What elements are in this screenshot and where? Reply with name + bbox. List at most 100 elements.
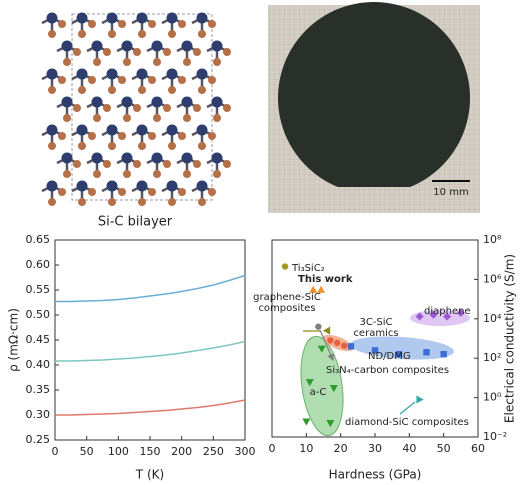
si-atom [136, 180, 148, 192]
y-tick-label: 10⁴ [483, 312, 502, 325]
c-atom [198, 86, 206, 94]
series-label: This work [298, 274, 353, 285]
c-atom [93, 170, 101, 178]
c-atom [118, 188, 126, 196]
c-atom [198, 198, 206, 206]
c-atom [138, 142, 146, 150]
c-atom [123, 114, 131, 122]
si-atom [136, 12, 148, 24]
c-atom [48, 142, 56, 150]
y-tick-label: 0.60 [26, 258, 51, 271]
x-axis-title: T (K) [135, 468, 164, 482]
scale-bar-label: 10 mm [433, 187, 468, 198]
c-atom [193, 160, 201, 168]
si-atom [181, 96, 193, 108]
c-atom [193, 104, 201, 112]
c-atom [108, 142, 116, 150]
si-atom [91, 40, 103, 52]
point [371, 347, 379, 354]
c-atom [123, 170, 131, 178]
series-label: diamond-SiC composites [345, 417, 469, 428]
si-atom [106, 68, 118, 80]
si-atom [151, 152, 163, 164]
point [443, 312, 452, 321]
c-atom [153, 58, 161, 66]
c-atom [213, 114, 221, 122]
c-atom [108, 30, 116, 38]
c-atom [178, 20, 186, 28]
si-atom [136, 68, 148, 80]
si-atom [106, 124, 118, 136]
series-label-text: 3C-SiC ceramics [353, 317, 399, 339]
line [55, 274, 246, 303]
point [329, 385, 338, 393]
x-tick-label: 200 [171, 445, 192, 458]
point [429, 310, 438, 319]
si-atom [181, 40, 193, 52]
c-atom [133, 48, 141, 56]
c-atom [58, 20, 66, 28]
si-atom [106, 180, 118, 192]
x-tick-label: 0 [269, 442, 276, 455]
si-atom [196, 180, 208, 192]
c-atom [48, 198, 56, 206]
c-atom [183, 170, 191, 178]
c-atom [118, 20, 126, 28]
si-atom [121, 40, 133, 52]
x-tick-label: 10 [299, 442, 313, 455]
y-tick-label: 0.30 [26, 408, 51, 421]
c-atom [223, 160, 231, 168]
c-atom [138, 198, 146, 206]
line [55, 340, 246, 362]
series-label: a-C [310, 387, 327, 398]
si-atom [196, 124, 208, 136]
si-atom [61, 96, 73, 108]
c-atom [223, 104, 231, 112]
y-axis-title: Electrical conductivity (S/m) [503, 254, 517, 423]
si-atom [76, 68, 88, 80]
point [327, 337, 334, 344]
c-atom [193, 48, 201, 56]
si-atom [211, 152, 223, 164]
c-atom [48, 30, 56, 38]
point [281, 263, 289, 270]
c-atom [198, 30, 206, 38]
si-atom [166, 68, 178, 80]
c-atom [183, 114, 191, 122]
c-atom [148, 188, 156, 196]
c-atom [163, 104, 171, 112]
y-tick-label: 10⁰ [483, 391, 502, 404]
si-atom [121, 152, 133, 164]
c-atom [153, 114, 161, 122]
c-atom [88, 20, 96, 28]
si-atom [211, 96, 223, 108]
y-tick-label: 10⁶ [483, 272, 502, 285]
c-atom [93, 114, 101, 122]
c-atom [73, 160, 81, 168]
c-atom [58, 188, 66, 196]
c-atom [213, 58, 221, 66]
c-atom [148, 76, 156, 84]
c-atom [148, 132, 156, 140]
si-atom [151, 96, 163, 108]
point [315, 323, 322, 330]
y-tick-label: 10⁻² [483, 430, 507, 443]
point [305, 379, 314, 387]
c-atom [103, 160, 111, 168]
c-atom [78, 198, 86, 206]
c-atom [58, 76, 66, 84]
y-tick-label: 10⁸ [483, 233, 502, 246]
c-atom [78, 142, 86, 150]
x-tick-label: 300 [235, 445, 256, 458]
c-atom [123, 58, 131, 66]
x-tick-label: 30 [368, 442, 382, 455]
x-tick-label: 0 [52, 445, 59, 458]
c-atom [138, 30, 146, 38]
point [322, 326, 331, 335]
si-atom [136, 124, 148, 136]
c-atom [208, 20, 216, 28]
si-atom [61, 40, 73, 52]
x-tick-label: 250 [203, 445, 224, 458]
point [309, 285, 318, 293]
series-label: Si₃N₄-carbon composites [326, 365, 449, 376]
